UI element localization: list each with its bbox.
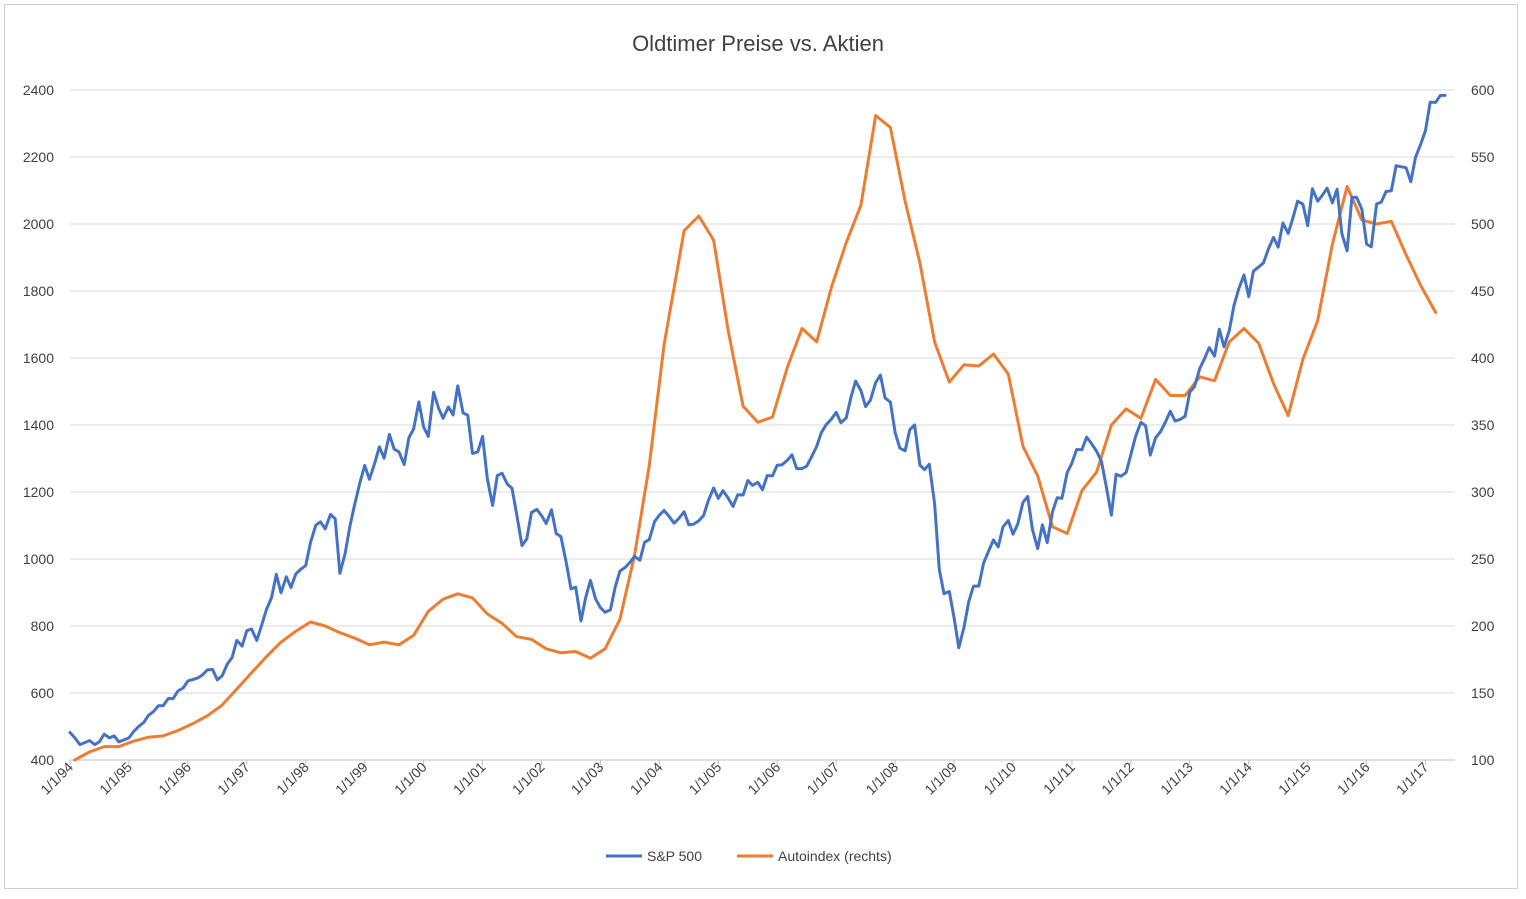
y-right-tick-label: 450 xyxy=(1471,283,1495,299)
x-tick-label: 1/1/05 xyxy=(686,759,725,798)
y-right-tick-label: 600 xyxy=(1471,82,1495,98)
y-right-tick-label: 250 xyxy=(1471,551,1495,567)
x-tick-label: 1/1/10 xyxy=(980,759,1019,798)
x-tick-label: 1/1/06 xyxy=(745,759,784,798)
y-right-tick-label: 150 xyxy=(1471,685,1495,701)
x-tick-label: 1/1/99 xyxy=(332,759,371,798)
x-tick-label: 1/1/15 xyxy=(1275,759,1314,798)
y-right-tick-label: 550 xyxy=(1471,149,1495,165)
y-left-tick-label: 1400 xyxy=(23,417,54,433)
chart-title: Oldtimer Preise vs. Aktien xyxy=(632,31,884,56)
y-left-tick-label: 1200 xyxy=(23,484,54,500)
series-line-sp500 xyxy=(68,93,1447,747)
y-left-tick-label: 1000 xyxy=(23,551,54,567)
series-line-autoindex xyxy=(73,114,1438,762)
y-left-tick-label: 1800 xyxy=(23,283,54,299)
y-right-tick-label: 400 xyxy=(1471,350,1495,366)
y-right-tick-label: 100 xyxy=(1471,752,1495,768)
x-tick-label: 1/1/07 xyxy=(803,759,842,798)
x-tick-label: 1/1/14 xyxy=(1216,759,1255,798)
x-tick-label: 1/1/13 xyxy=(1157,759,1196,798)
x-tick-label: 1/1/04 xyxy=(627,759,666,798)
y-axis-left: 400 600 800 1000 1200 1400 1600 1800 2000 2200 240… xyxy=(23,82,54,768)
x-tick-label: 1/1/01 xyxy=(450,759,489,798)
x-tick-label: 1/1/95 xyxy=(96,759,135,798)
y-left-tick-label: 600 xyxy=(31,685,55,701)
gridlines xyxy=(70,89,1455,761)
x-tick-label: 1/1/11 xyxy=(1040,759,1078,797)
y-left-tick-label: 1600 xyxy=(23,350,54,366)
x-tick-label: 1/1/98 xyxy=(273,759,312,798)
y-left-tick-label: 2000 xyxy=(23,216,54,232)
y-left-tick-label: 2200 xyxy=(23,149,54,165)
x-tick-label: 1/1/17 xyxy=(1393,759,1432,798)
x-tick-label: 1/1/03 xyxy=(568,759,607,798)
chart-frame xyxy=(4,4,1518,889)
x-tick-label: 1/1/97 xyxy=(214,759,253,798)
series-lines xyxy=(68,93,1447,762)
y-right-tick-label: 500 xyxy=(1471,216,1495,232)
x-tick-label: 1/1/09 xyxy=(921,759,960,798)
x-axis: 1/1/94 1/1/95 1/1/96 1/1/97 1/1/98 1/1/99 1/1/… xyxy=(37,759,1455,798)
legend-label-autoindex: Autoindex (rechts) xyxy=(778,848,892,864)
legend-label-sp500: S&P 500 xyxy=(647,848,702,864)
x-tick-label: 1/1/16 xyxy=(1334,759,1373,798)
x-tick-label: 1/1/12 xyxy=(1098,759,1137,798)
y-right-tick-label: 300 xyxy=(1471,484,1495,500)
y-left-tick-label: 800 xyxy=(31,618,55,634)
y-left-tick-label: 2400 xyxy=(23,82,54,98)
legend: S&P 500 Autoindex (rechts) xyxy=(606,848,892,864)
x-tick-label: 1/1/00 xyxy=(391,759,430,798)
y-right-tick-label: 350 xyxy=(1471,417,1495,433)
y-right-tick-label: 200 xyxy=(1471,618,1495,634)
x-tick-label: 1/1/02 xyxy=(509,759,548,798)
y-axis-right: 100 150 200 250 300 350 400 450 500 550 600 xyxy=(1471,82,1495,768)
x-tick-label: 1/1/08 xyxy=(862,759,901,798)
y-left-tick-label: 400 xyxy=(31,752,55,768)
x-tick-label: 1/1/96 xyxy=(155,759,194,798)
